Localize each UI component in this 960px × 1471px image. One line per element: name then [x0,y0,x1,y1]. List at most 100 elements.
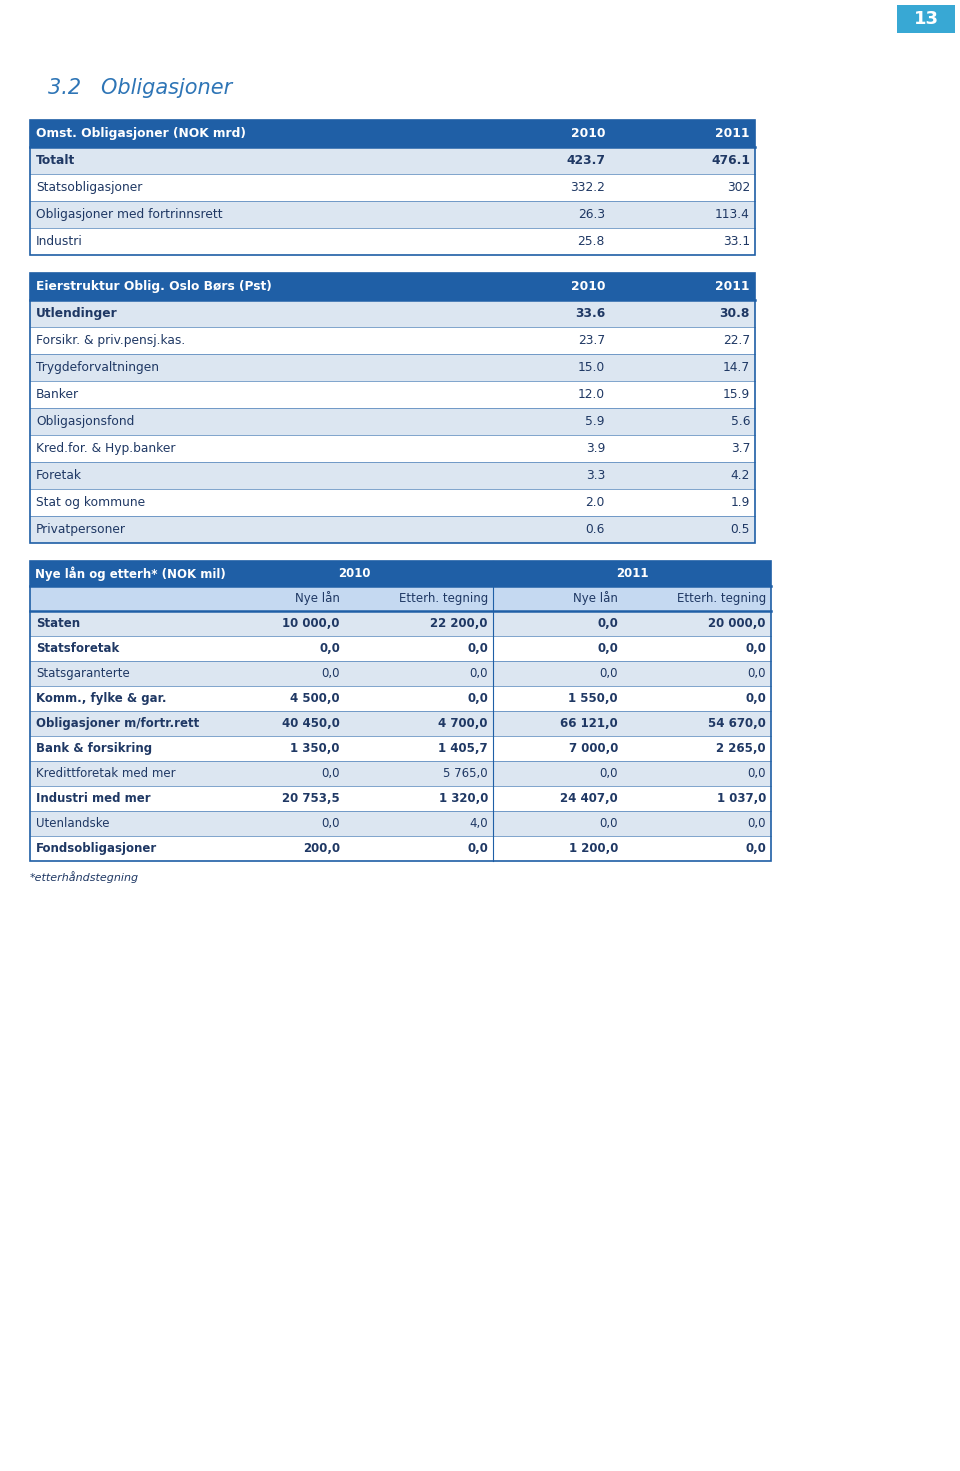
Text: 3.3: 3.3 [586,469,605,482]
Text: Trygdeforvaltningen: Trygdeforvaltningen [36,360,159,374]
Text: 2010: 2010 [570,127,605,140]
Text: 200,0: 200,0 [302,841,340,855]
Bar [30,274,755,543]
Text: 0,0: 0,0 [468,691,488,705]
Text: Statsgaranterte: Statsgaranterte [36,666,130,680]
Text: 25.8: 25.8 [578,235,605,249]
Bar [30,585,771,610]
Text: Obligasjoner m/fortr.rett: Obligasjoner m/fortr.rett [36,716,200,730]
Text: 0,0: 0,0 [745,841,766,855]
Text: Totalt: Totalt [36,154,75,168]
Text: 0,0: 0,0 [599,666,618,680]
Text: 26.3: 26.3 [578,207,605,221]
Text: 0,0: 0,0 [745,691,766,705]
Text: Forsikr. & priv.pensj.kas.: Forsikr. & priv.pensj.kas. [36,334,185,347]
Text: 54 670,0: 54 670,0 [708,716,766,730]
Text: 0.6: 0.6 [586,524,605,535]
Bar [30,407,755,435]
Text: 2 265,0: 2 265,0 [716,741,766,755]
Bar [30,560,771,585]
Text: 2010: 2010 [570,279,605,293]
Text: 0,0: 0,0 [597,641,618,655]
Text: 5.9: 5.9 [586,415,605,428]
Text: Privatpersoner: Privatpersoner [36,524,126,535]
Bar [30,811,771,836]
Bar [30,274,755,300]
Bar [30,300,755,327]
Text: Utlendinger: Utlendinger [36,307,118,321]
Text: Industri: Industri [36,235,83,249]
Text: 423.7: 423.7 [566,154,605,168]
Text: 0,0: 0,0 [322,816,340,830]
Text: 10 000,0: 10 000,0 [282,616,340,630]
Text: 0,0: 0,0 [599,816,618,830]
Text: 20 753,5: 20 753,5 [282,791,340,805]
Text: Fondsobligasjoner: Fondsobligasjoner [36,841,157,855]
Text: Obligasjoner med fortrinnsrett: Obligasjoner med fortrinnsrett [36,207,223,221]
Text: 1 350,0: 1 350,0 [291,741,340,755]
Bar [30,836,771,861]
Text: 1 405,7: 1 405,7 [439,741,488,755]
Text: Stat og kommune: Stat og kommune [36,496,145,509]
Bar [30,228,755,254]
Bar [30,635,771,660]
Text: 4,0: 4,0 [469,816,488,830]
Bar [30,147,755,174]
Text: 4 700,0: 4 700,0 [439,716,488,730]
Text: 2010: 2010 [338,566,371,580]
Text: 0.5: 0.5 [731,524,750,535]
Text: 2011: 2011 [615,566,648,580]
Bar [30,202,755,228]
Text: 0,0: 0,0 [597,616,618,630]
Text: 1 200,0: 1 200,0 [568,841,618,855]
Text: 2011: 2011 [715,279,750,293]
Text: Nye lån: Nye lån [295,591,340,606]
Bar [30,327,755,355]
Text: 1 550,0: 1 550,0 [568,691,618,705]
Text: 332.2: 332.2 [570,181,605,194]
Text: 15.0: 15.0 [578,360,605,374]
Text: *etterhåndstegning: *etterhåndstegning [30,871,139,883]
Bar [30,355,755,381]
Text: 0,0: 0,0 [468,641,488,655]
Text: Kredittforetak med mer: Kredittforetak med mer [36,766,176,780]
Bar [30,786,771,811]
Text: 4.2: 4.2 [731,469,750,482]
Text: 24 407,0: 24 407,0 [561,791,618,805]
Text: Nye lån og etterh* (NOK mil): Nye lån og etterh* (NOK mil) [35,566,226,581]
Bar [30,710,771,736]
Text: Utenlandske: Utenlandske [36,816,109,830]
Bar [30,560,771,861]
Text: 15.9: 15.9 [723,388,750,402]
Text: Statsforetak: Statsforetak [36,641,119,655]
Text: 0,0: 0,0 [599,766,618,780]
Text: 2011: 2011 [715,127,750,140]
Bar [30,488,755,516]
Text: 20 000,0: 20 000,0 [708,616,766,630]
Text: 302: 302 [727,181,750,194]
Text: Nye lån: Nye lån [573,591,618,606]
Text: 0,0: 0,0 [469,666,488,680]
Text: Foretak: Foretak [36,469,82,482]
Text: 22 200,0: 22 200,0 [430,616,488,630]
Text: 0,0: 0,0 [748,766,766,780]
Text: 40 450,0: 40 450,0 [282,716,340,730]
Text: Eierstruktur Oblig. Oslo Børs (Pst): Eierstruktur Oblig. Oslo Børs (Pst) [36,279,272,293]
Text: 33.1: 33.1 [723,235,750,249]
Text: Banker: Banker [36,388,79,402]
Text: 3.2   Obligasjoner: 3.2 Obligasjoner [48,78,232,99]
Text: Omst. Obligasjoner (NOK mrd): Omst. Obligasjoner (NOK mrd) [36,127,246,140]
Text: 23.7: 23.7 [578,334,605,347]
Text: 13: 13 [914,10,939,28]
Text: Statsobligasjoner: Statsobligasjoner [36,181,142,194]
Bar [30,435,755,462]
Text: 2.0: 2.0 [586,496,605,509]
Text: 0,0: 0,0 [468,841,488,855]
Text: 22.7: 22.7 [723,334,750,347]
Text: 476.1: 476.1 [711,154,750,168]
Text: 0,0: 0,0 [322,666,340,680]
Bar [30,761,771,786]
Text: 0,0: 0,0 [748,666,766,680]
Text: 0,0: 0,0 [319,641,340,655]
Text: Industri med mer: Industri med mer [36,791,151,805]
